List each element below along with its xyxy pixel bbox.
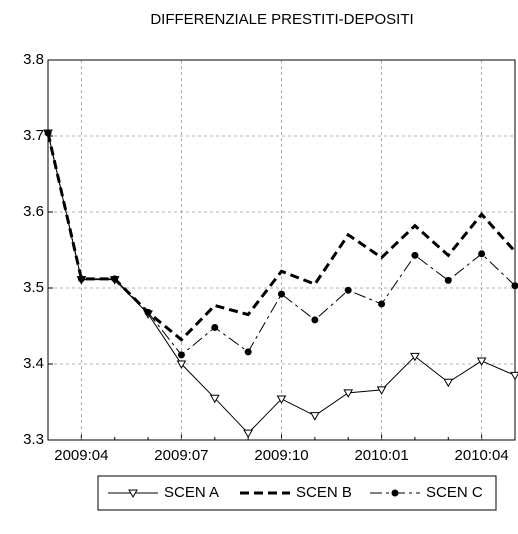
point-marker xyxy=(376,386,387,395)
legend-label: SCEN C xyxy=(426,484,483,501)
point-marker xyxy=(211,324,219,332)
point-marker xyxy=(391,489,399,497)
point-marker xyxy=(476,357,487,366)
point-marker xyxy=(343,389,354,398)
series-line xyxy=(47,132,516,356)
point-marker xyxy=(311,316,319,324)
y-tick-label: 3.8 xyxy=(23,51,44,68)
y-tick-label: 3.4 xyxy=(23,355,44,372)
point-marker xyxy=(276,395,287,404)
chart-title: DIFFERENZIALE PRESTITI-DEPOSITI xyxy=(150,11,413,28)
legend-label: SCEN A xyxy=(164,484,219,501)
point-marker xyxy=(410,352,420,362)
point-marker xyxy=(511,282,518,290)
point-marker xyxy=(44,129,52,137)
x-tick-label: 2009:07 xyxy=(154,447,208,464)
x-tick-label: 2010:01 xyxy=(354,447,408,464)
x-tick-label: 2009:10 xyxy=(254,447,308,464)
point-marker xyxy=(177,351,185,359)
plot-frame xyxy=(47,59,516,441)
point-marker xyxy=(111,275,119,283)
point-marker xyxy=(411,251,419,259)
point-marker xyxy=(128,489,138,499)
point-marker xyxy=(510,371,518,381)
point-marker xyxy=(209,394,220,404)
legend-label: SCEN B xyxy=(296,484,352,501)
point-marker xyxy=(243,429,254,439)
y-tick-label: 3.3 xyxy=(23,431,44,448)
point-marker xyxy=(378,300,386,308)
y-tick-label: 3.5 xyxy=(23,279,44,296)
point-marker xyxy=(443,378,454,388)
point-marker xyxy=(176,360,187,370)
point-marker xyxy=(344,286,352,294)
x-tick-label: 2010:04 xyxy=(455,447,509,464)
point-marker xyxy=(478,250,486,258)
y-tick-label: 3.6 xyxy=(23,203,44,220)
y-tick-label: 3.7 xyxy=(23,127,44,144)
point-marker xyxy=(144,308,152,316)
point-marker xyxy=(309,412,320,421)
series-line xyxy=(46,132,517,342)
legend-box xyxy=(97,475,497,511)
point-marker xyxy=(444,276,452,284)
point-marker xyxy=(278,290,285,298)
point-marker xyxy=(77,275,85,283)
point-marker xyxy=(244,348,252,356)
x-tick-label: 2009:04 xyxy=(54,447,108,464)
